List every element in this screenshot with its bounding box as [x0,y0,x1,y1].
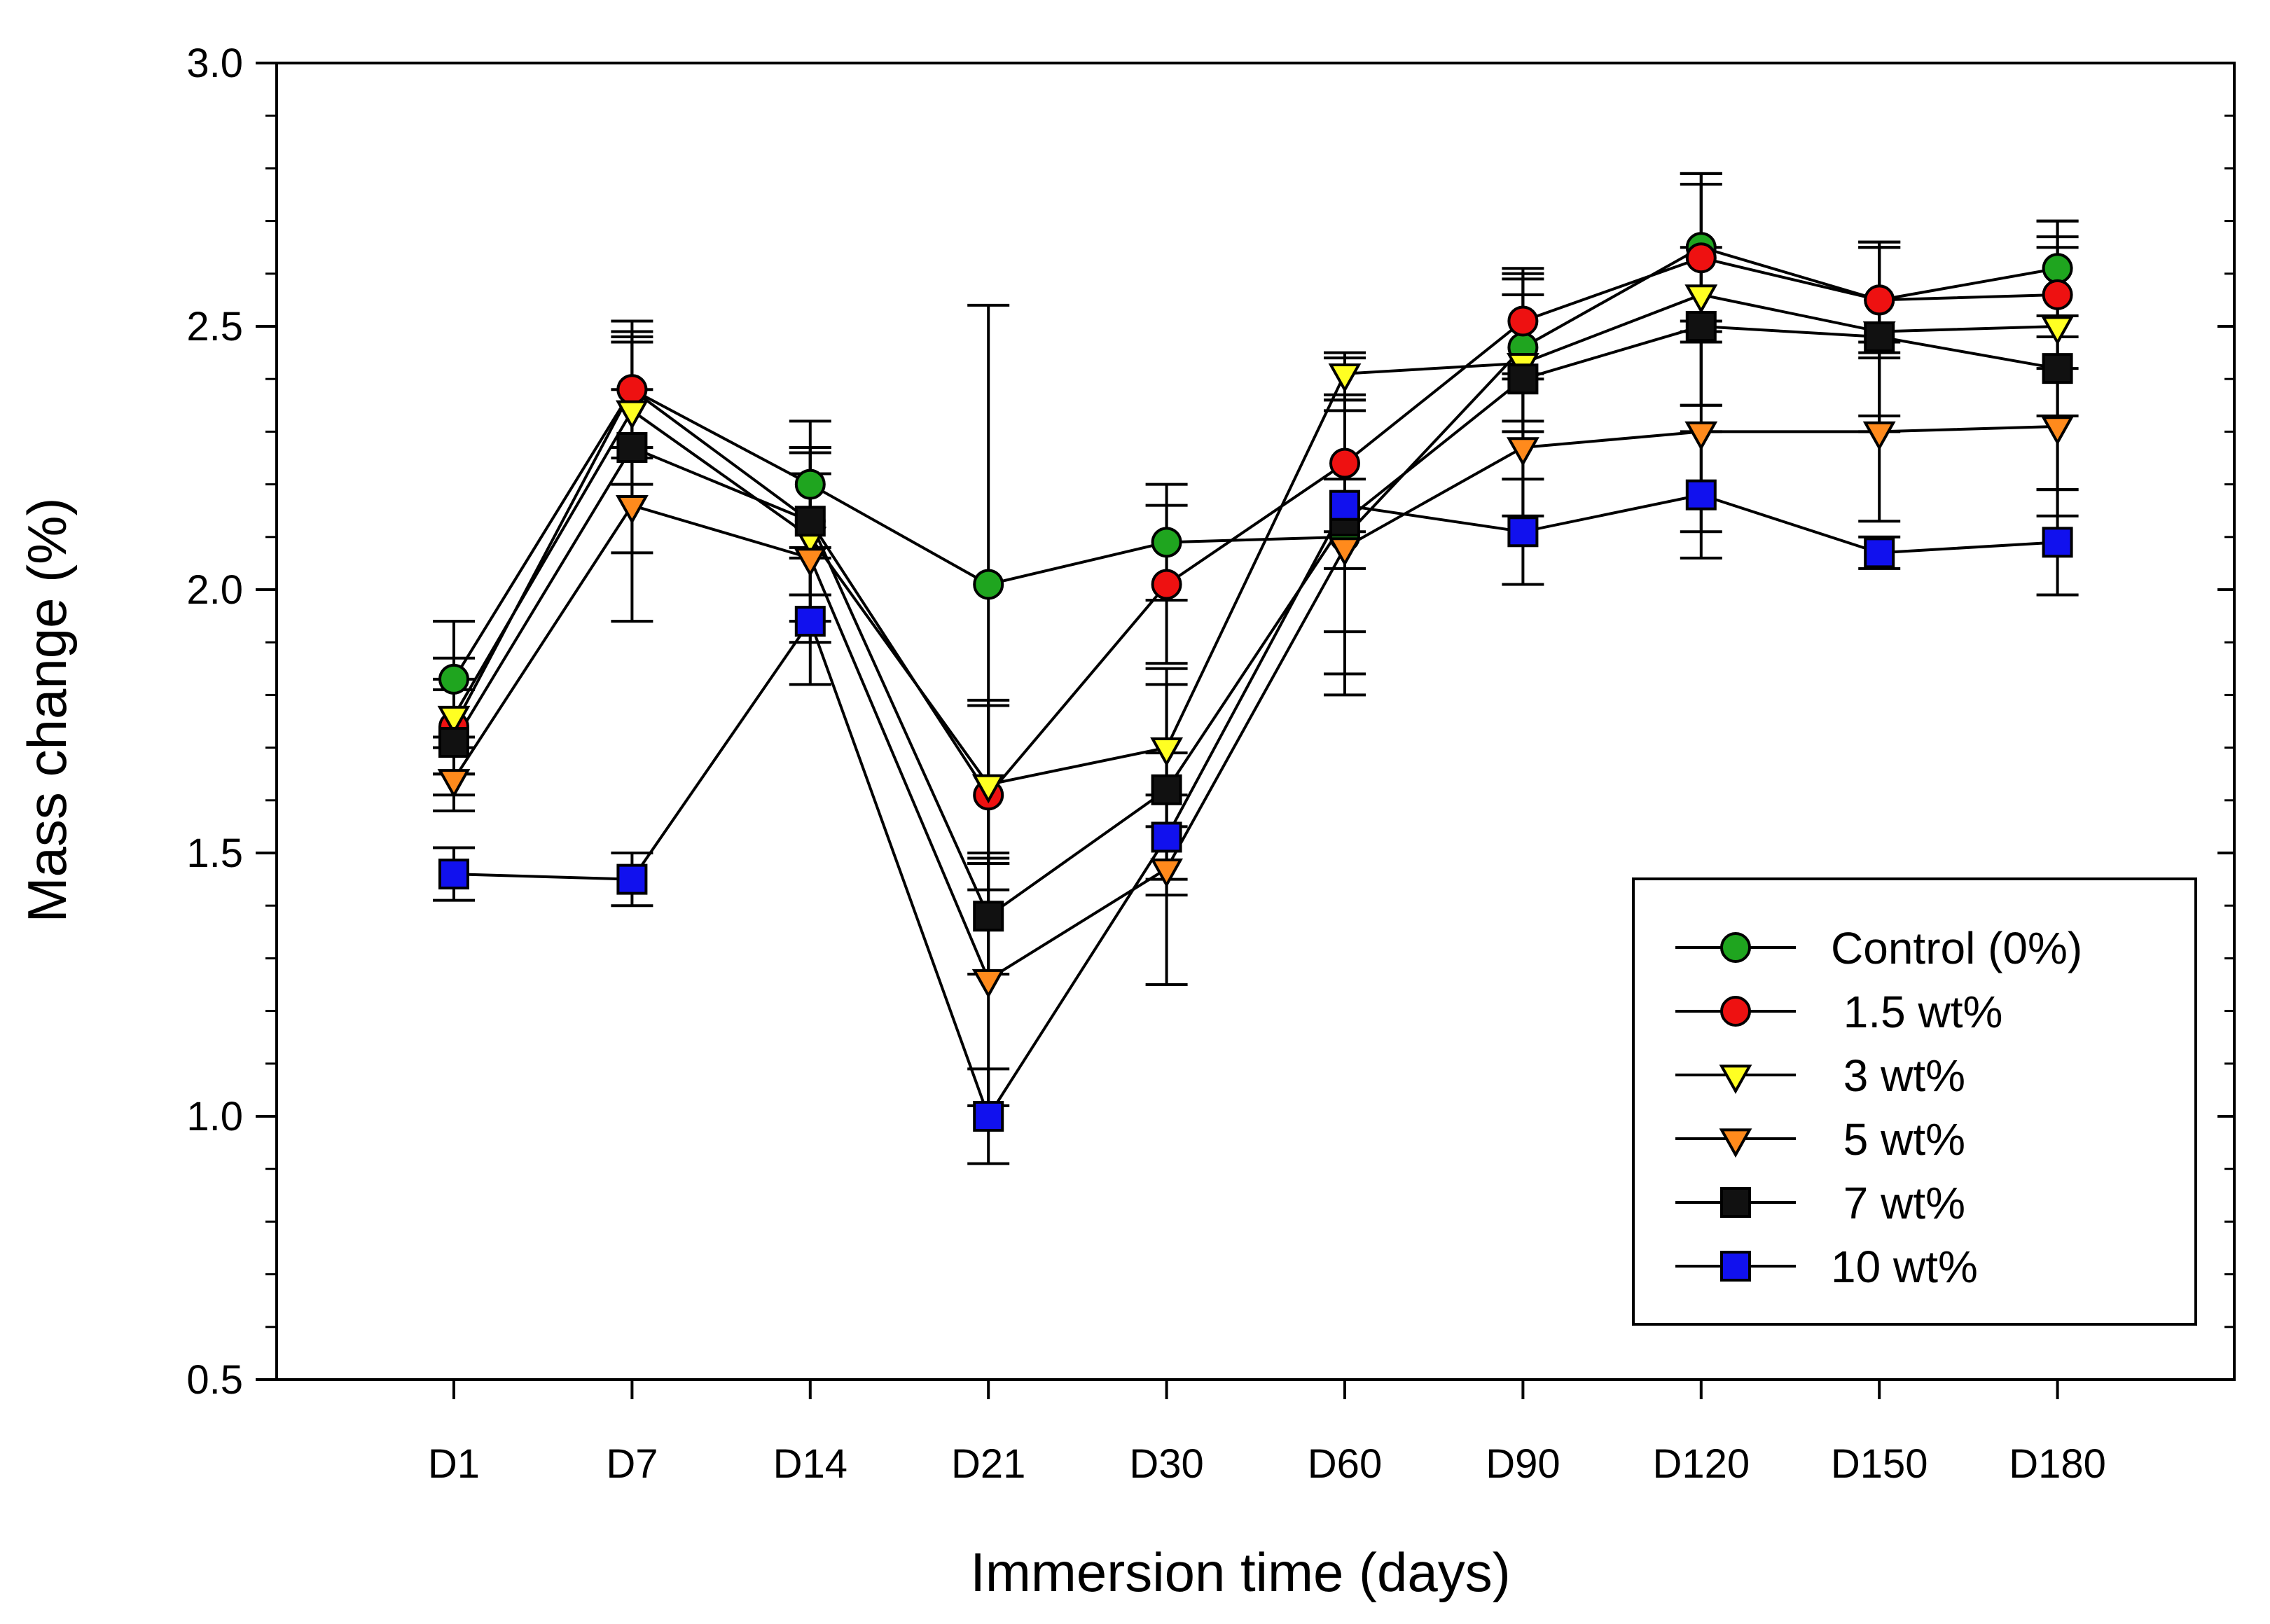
data-point-series-5 [616,863,648,895]
axes: 0.5 1.0 1.5 2.0 2.5 3.0 D1 D7 D14 D21 D30 D60 D90 D12… [186,41,2236,1487]
data-point-series-3 [1328,537,1362,567]
legend-label: 3 wt% [1831,1050,1965,1101]
data-point-series-0 [2042,253,2073,284]
data-point-series-5 [794,606,826,637]
data-point-series-3 [2041,416,2075,445]
data-point-series-1 [1685,242,1717,274]
legend-marker [1719,1064,1752,1095]
data-point-series-5 [1685,479,1717,511]
data-point-series-0 [1151,527,1182,558]
data-point-series-2 [971,774,1005,804]
data-point-series-5 [1329,490,1360,521]
series-line-5 [453,493,2058,1120]
legend-label: 1.5 wt% [1831,987,2002,1037]
data-point-series-0 [438,663,469,695]
data-point-series-4 [973,901,1004,932]
data-point-series-3 [1506,437,1539,467]
y-tick-label: 1.5 [186,831,243,876]
x-tick-label-d90: D90 [1486,1441,1560,1487]
data-point-series-2 [1328,363,1362,393]
data-point-series-3 [794,548,827,577]
plot-frame [275,62,2236,1381]
data-point-series-4 [1864,321,1895,353]
data-point-series-5 [1151,821,1182,853]
y-axis-title: Mass change (%) [16,498,78,923]
y-tick-label: 2.0 [186,567,243,613]
x-tick-label-d21: D21 [951,1441,1025,1487]
legend-label: Control (0%) [1831,923,2082,973]
data-point-series-4 [1507,363,1539,395]
data-point-series-5 [1864,537,1895,569]
data-point-series-3 [1150,858,1184,888]
data-point-series-3 [1862,421,1896,451]
legend-label: 5 wt% [1831,1114,1965,1165]
data-point-series-3 [971,969,1005,999]
series-line-2 [452,293,2058,786]
legend-marker [1720,1187,1751,1218]
data-point-series-4 [438,727,469,758]
data-point-series-2 [2041,316,2075,346]
legend-marker [1720,1251,1751,1282]
series-line-3 [452,424,2058,982]
x-tick-label-d14: D14 [773,1441,847,1487]
plot-area [433,172,2079,1165]
data-point-series-1 [1507,305,1539,337]
legend: Control (0%) 1.5 wt% 3 wt% 5 wt% 7 wt% 10… [1632,877,2197,1326]
data-point-series-4 [1685,311,1717,342]
x-tick-label-d60: D60 [1308,1441,1382,1487]
data-point-series-3 [1684,421,1718,451]
legend-label: 7 wt% [1831,1178,1965,1228]
legend-marker [1719,1128,1752,1158]
series-line-4 [452,324,2058,919]
legend-marker [1720,932,1751,963]
x-axis-title: Immersion time (days) [970,1541,1510,1603]
y-tick-label: 3.0 [186,41,243,86]
data-point-series-5 [973,1101,1004,1132]
y-tick-label: 1.0 [186,1094,243,1139]
data-point-series-4 [794,506,826,537]
data-point-series-1 [1864,284,1895,316]
data-point-series-5 [438,859,469,890]
x-tick-label-d7: D7 [606,1441,658,1487]
data-point-series-5 [1507,516,1539,548]
data-point-series-3 [615,495,649,525]
data-point-series-4 [1151,774,1182,805]
data-point-series-0 [794,469,826,500]
data-point-series-4 [616,431,648,463]
legend-marker [1720,996,1751,1027]
y-tick-label: 0.5 [186,1357,243,1403]
y-tick-label: 2.5 [186,304,243,349]
legend-label: 10 wt% [1831,1242,1978,1292]
x-tick-label-d1: D1 [428,1441,480,1487]
x-tick-label-d120: D120 [1652,1441,1750,1487]
data-point-series-3 [437,769,471,798]
x-tick-label-d30: D30 [1129,1441,1203,1487]
data-point-series-1 [1151,569,1182,600]
data-point-series-1 [2042,279,2073,310]
data-point-series-0 [973,569,1004,600]
series-line-1 [452,256,2058,798]
data-point-series-1 [616,374,648,405]
data-point-series-2 [615,400,649,430]
data-point-series-1 [1329,447,1360,479]
data-point-series-2 [1684,284,1718,314]
data-point-series-2 [437,705,471,735]
data-point-series-2 [1150,737,1184,767]
data-point-series-4 [2042,353,2073,384]
x-tick-label-d180: D180 [2009,1441,2106,1487]
x-tick-label-d150: D150 [1831,1441,1928,1487]
series-line-0 [452,246,2058,680]
data-point-series-5 [2042,527,2073,558]
